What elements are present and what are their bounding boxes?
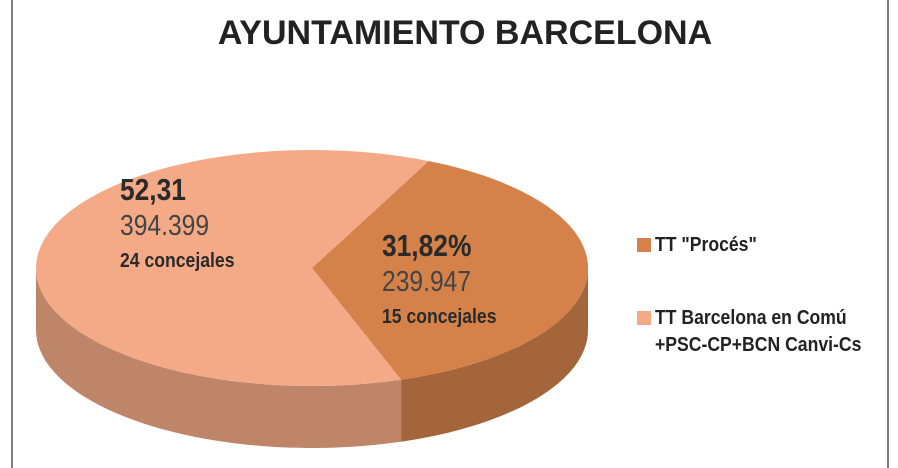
legend-item: TT "Procés" — [637, 232, 771, 259]
pie-side — [36, 268, 402, 448]
pie-side — [401, 268, 588, 442]
vote-label: 239.947 — [382, 266, 472, 298]
vote-label: 394.399 — [120, 210, 210, 242]
value-label: 52,31 — [120, 172, 186, 207]
chart-title: AYUNTAMIENTO BARCELONA — [217, 14, 713, 52]
pie-slice — [312, 161, 588, 380]
seat-label: 15 concejales — [382, 306, 497, 328]
value-label: 31,82% — [382, 228, 472, 263]
legend-item: TT Barcelona en Comú +PSC-CP+BCN Canvi-C… — [637, 305, 890, 359]
legend-swatch — [637, 238, 651, 252]
legend-swatch — [637, 311, 651, 325]
legend-label: TT "Procés" — [655, 234, 757, 256]
seat-label: 24 concejales — [120, 250, 235, 272]
pie-slice — [36, 150, 429, 386]
legend-label: TT Barcelona en Comú +PSC-CP+BCN Canvi-C… — [655, 307, 862, 356]
